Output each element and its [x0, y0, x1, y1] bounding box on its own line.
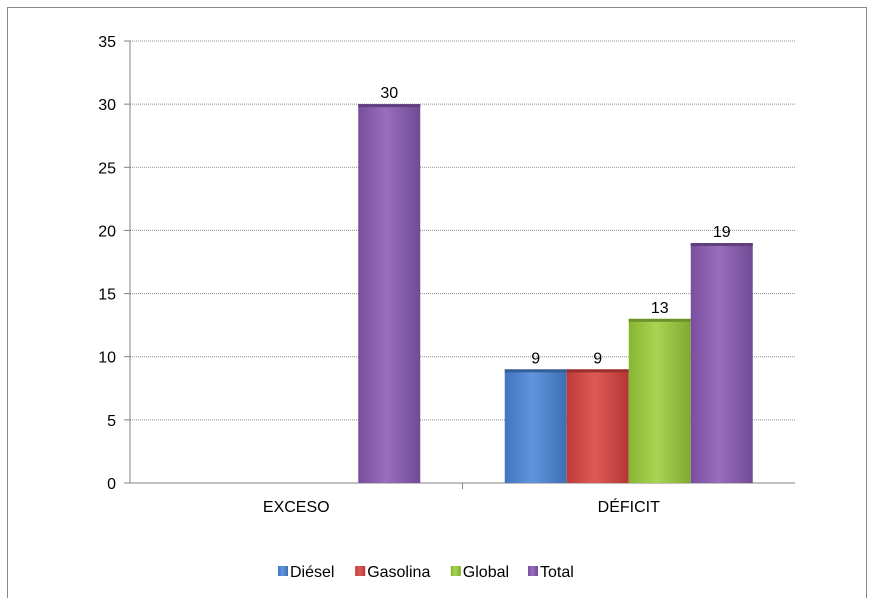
data-label: 13 — [651, 300, 669, 317]
bar-top-edge — [690, 243, 753, 247]
legend-label: Total — [540, 564, 574, 581]
data-label: 9 — [593, 350, 602, 367]
legend-label: Diésel — [290, 564, 334, 581]
data-label: 30 — [380, 85, 398, 102]
bar-diésel — [504, 369, 567, 483]
bar-gasolina — [566, 369, 629, 483]
legend-swatch-global — [450, 566, 461, 576]
legend-swatch-diésel — [278, 566, 288, 576]
y-tick-label: 0 — [107, 476, 116, 493]
category-label: EXCESO — [263, 499, 330, 516]
bar-total — [358, 104, 421, 484]
y-tick-label: 10 — [98, 350, 116, 367]
bar-top-edge — [566, 369, 629, 373]
y-tick-label: 30 — [98, 97, 116, 114]
bar-top-edge — [358, 104, 421, 108]
bar-total — [690, 243, 753, 483]
y-tick-label: 35 — [98, 34, 116, 51]
bar-top-edge — [504, 369, 567, 373]
legend-swatch-gasolina — [355, 566, 366, 576]
legend-swatch-total — [528, 566, 538, 576]
y-tick-label: 15 — [98, 287, 116, 304]
bar-global — [628, 318, 691, 483]
y-tick-label: 25 — [98, 160, 116, 177]
bar-top-edge — [628, 318, 691, 322]
y-tick-label: 20 — [98, 223, 116, 240]
legend-label: Gasolina — [367, 564, 430, 581]
data-label: 9 — [531, 350, 540, 367]
data-label: 19 — [713, 224, 731, 241]
legend-label: Global — [463, 564, 509, 581]
y-tick-label: 5 — [107, 413, 116, 430]
category-label: DÉFICIT — [598, 497, 660, 516]
